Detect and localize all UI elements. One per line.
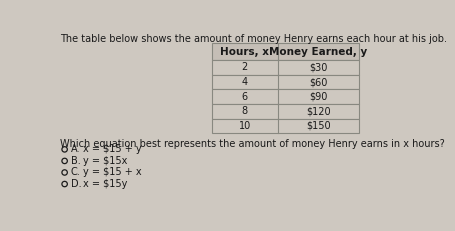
Bar (212, 119, 359, 133)
Text: 6: 6 (242, 92, 248, 102)
Text: A.: A. (71, 144, 81, 154)
Bar (212, 104, 359, 119)
Text: $120: $120 (306, 106, 331, 116)
Text: x = $15 + y: x = $15 + y (83, 144, 142, 154)
Text: $90: $90 (309, 92, 328, 102)
Text: The table below shows the amount of money Henry earns each hour at his job.: The table below shows the amount of mone… (60, 34, 447, 44)
Text: $150: $150 (306, 121, 331, 131)
Bar (212, 43, 359, 60)
Bar (212, 75, 359, 89)
Text: D.: D. (71, 179, 81, 189)
Text: C.: C. (71, 167, 81, 177)
Text: 4: 4 (242, 77, 248, 87)
Text: x = $15y: x = $15y (83, 179, 127, 189)
Text: Hours, x: Hours, x (220, 47, 269, 57)
Bar (212, 60, 359, 75)
Bar (212, 89, 359, 104)
Text: 10: 10 (239, 121, 251, 131)
Text: Money Earned, y: Money Earned, y (269, 47, 368, 57)
Text: Which equation best represents the amount of money Henry earns in x hours?: Which equation best represents the amoun… (60, 139, 445, 149)
Text: y = $15 + x: y = $15 + x (83, 167, 142, 177)
Text: y = $15x: y = $15x (83, 156, 127, 166)
Text: $30: $30 (309, 62, 328, 72)
Text: 8: 8 (242, 106, 248, 116)
Text: B.: B. (71, 156, 81, 166)
Text: $60: $60 (309, 77, 328, 87)
Text: 2: 2 (242, 62, 248, 72)
